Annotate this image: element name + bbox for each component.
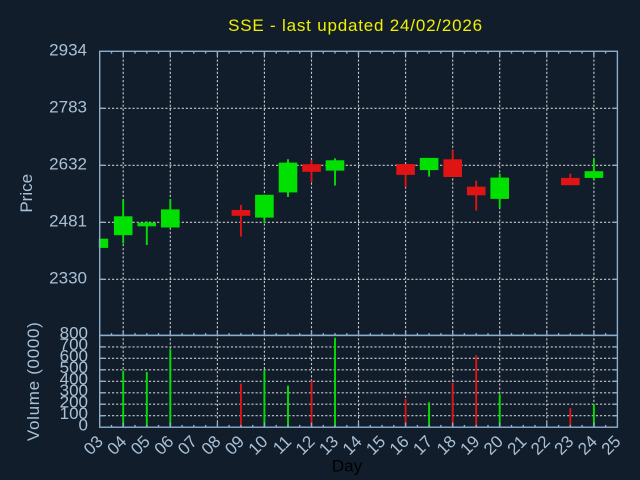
svg-text:700: 700 xyxy=(60,335,88,354)
svg-text:2330: 2330 xyxy=(49,269,87,288)
svg-text:Day: Day xyxy=(332,457,363,476)
svg-text:0: 0 xyxy=(79,416,88,435)
svg-text:2934: 2934 xyxy=(49,41,87,60)
svg-text:400: 400 xyxy=(60,370,88,389)
svg-text:100: 100 xyxy=(60,404,88,423)
svg-text:800: 800 xyxy=(60,324,88,343)
svg-text:2632: 2632 xyxy=(49,155,87,174)
svg-text:SSE - last updated 24/02/2026: SSE - last updated 24/02/2026 xyxy=(228,16,483,35)
svg-text:Volume (0000): Volume (0000) xyxy=(24,321,43,441)
svg-text:600: 600 xyxy=(60,347,88,366)
svg-text:500: 500 xyxy=(60,358,88,377)
svg-text:2481: 2481 xyxy=(49,212,87,231)
svg-text:2783: 2783 xyxy=(49,98,87,117)
svg-text:300: 300 xyxy=(60,381,88,400)
svg-text:200: 200 xyxy=(60,393,88,412)
svg-text:Price: Price xyxy=(17,174,36,213)
